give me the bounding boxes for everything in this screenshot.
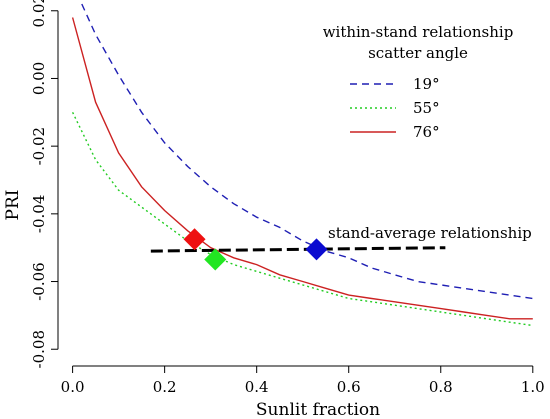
series-line-55	[71, 111, 533, 327]
x-tick-label: 0.8	[429, 378, 453, 396]
legend: within-stand relationship scatter angle …	[323, 23, 514, 141]
legend-label-55: 55°	[413, 99, 440, 117]
marker-76	[183, 228, 206, 251]
legend-subtitle: scatter angle	[368, 44, 468, 62]
y-tick-label: -0.02	[30, 127, 48, 165]
series-line-76	[71, 17, 533, 320]
y-axis-label: PRI	[3, 190, 23, 221]
y-axis: 0.02 0.00 -0.02 -0.04 -0.06 -0.08	[30, 0, 59, 368]
x-tick-label: 0.0	[61, 378, 85, 396]
y-tick-label: -0.06	[30, 262, 48, 300]
legend-title: within-stand relationship	[323, 23, 514, 41]
stand-average-layer	[150, 246, 446, 253]
y-tick-label: -0.04	[30, 195, 48, 233]
x-tick-label: 0.6	[337, 378, 361, 396]
y-tick-label: 0.00	[30, 62, 48, 95]
marker-55	[204, 248, 227, 271]
series-lines	[71, 3, 533, 327]
x-tick-label: 1.0	[521, 378, 545, 396]
stand-average-label: stand-average relationship	[328, 224, 532, 242]
marker-layer	[183, 228, 328, 271]
x-tick-label: 0.2	[153, 378, 177, 396]
marker-19	[305, 238, 328, 261]
y-tick-label: -0.08	[30, 330, 48, 368]
legend-label-19: 19°	[413, 75, 440, 93]
x-axis-label: Sunlit fraction	[256, 400, 380, 419]
x-axis: 0.0 0.2 0.4 0.6 0.8 1.0	[61, 365, 545, 396]
x-tick-label: 0.4	[245, 378, 269, 396]
legend-entries: 19° 55° 76°	[350, 75, 440, 141]
stand-average-line	[150, 246, 446, 253]
plot-area	[71, 3, 533, 327]
y-tick-label: 0.02	[30, 0, 48, 27]
series-line-19	[81, 3, 533, 300]
legend-label-76: 76°	[413, 123, 440, 141]
